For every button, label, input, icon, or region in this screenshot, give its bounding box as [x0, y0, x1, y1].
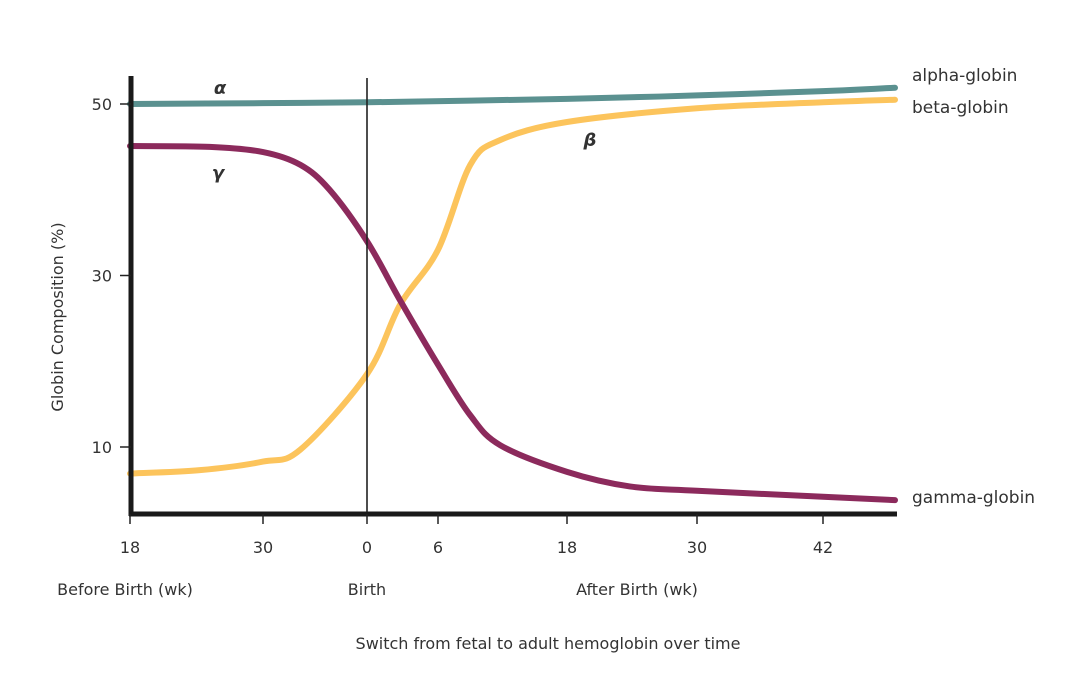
x-tick-label: 42 [813, 538, 833, 557]
x-segment-label: After Birth (wk) [576, 580, 698, 599]
alpha-globin-label: alpha-globin [912, 66, 1017, 86]
y-tick-label: 50 [92, 95, 112, 114]
x-segment-labels: Before Birth (wk) Birth After Birth (wk) [57, 580, 698, 599]
beta-globin-symbol: β [583, 130, 597, 151]
x-segment-label: Before Birth (wk) [57, 580, 193, 599]
chart-caption: Switch from fetal to adult hemoglobin ov… [356, 634, 741, 653]
beta-globin-line [127, 96, 898, 477]
x-tick-label: 30 [253, 538, 273, 557]
gamma-globin-symbol: γ [212, 163, 226, 184]
y-axis-label: Globin Composition (%) [48, 222, 67, 411]
alpha-globin-symbol: α [214, 78, 227, 99]
gamma-globin-label: gamma-globin [912, 488, 1035, 508]
x-tick-label: 30 [687, 538, 707, 557]
x-segment-label: Birth [348, 580, 386, 599]
y-tick-label: 30 [92, 267, 112, 286]
alpha-globin-line [127, 84, 898, 107]
series-lines [127, 84, 898, 504]
y-ticks: 10 30 50 [92, 95, 131, 457]
y-tick-label: 10 [92, 438, 112, 457]
x-tick-label: 6 [433, 538, 443, 557]
beta-globin-label: beta-globin [912, 98, 1009, 118]
x-tick-label: 18 [557, 538, 577, 557]
x-ticks: 18 30 0 6 18 30 42 [120, 514, 833, 557]
series-labels: alpha-globin α beta-globin β gamma-globin γ [212, 66, 1035, 508]
x-tick-label: 0 [362, 538, 372, 557]
x-tick-label: 18 [120, 538, 140, 557]
gamma-globin-line [127, 143, 898, 504]
